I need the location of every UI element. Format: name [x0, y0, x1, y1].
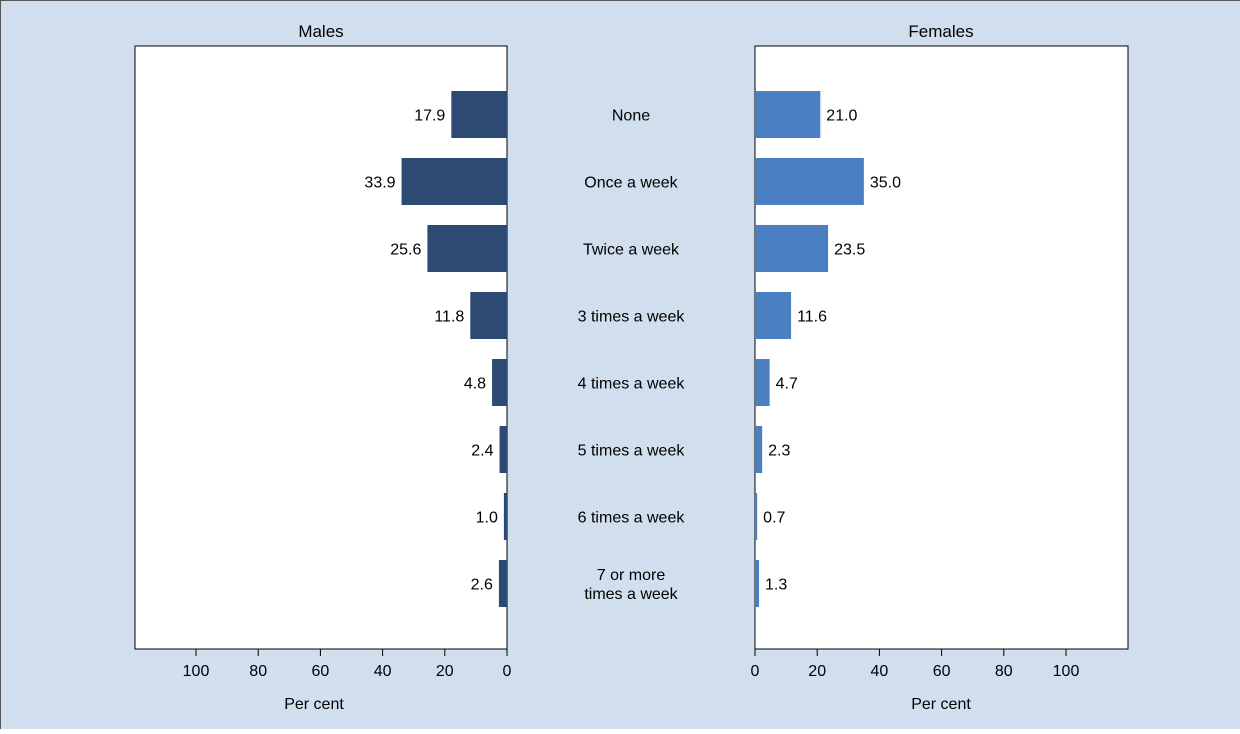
females-value-label-1: 35.0: [870, 175, 901, 192]
females-bar-0: [755, 91, 821, 138]
females-axis-title: Per cent: [911, 696, 971, 713]
females-tick-label-0: 0: [751, 663, 760, 680]
females-bar-2: [755, 225, 829, 272]
females-bar-1: [755, 158, 864, 205]
males-tick-label-3: 60: [312, 663, 330, 680]
category-label-6: 6 times a week: [578, 510, 686, 527]
females-value-label-6: 0.7: [763, 510, 785, 527]
males-value-label-5: 2.4: [471, 443, 493, 460]
males-value-label-4: 4.8: [464, 376, 486, 393]
females-value-label-3: 11.6: [797, 309, 827, 326]
males-tick-label-0: 0: [503, 663, 512, 680]
males-value-label-2: 25.6: [390, 242, 421, 259]
females-bar-5: [755, 426, 763, 473]
males-bar-4: [492, 359, 507, 406]
females-tick-label-1: 20: [808, 663, 826, 680]
males-value-label-6: 1.0: [476, 510, 498, 527]
females-value-label-5: 2.3: [768, 443, 790, 460]
females-tick-label-2: 40: [871, 663, 889, 680]
females-panel: [754, 45, 1129, 650]
category-label-3: 3 times a week: [578, 309, 686, 326]
females-value-label-7: 1.3: [765, 577, 787, 594]
females-value-label-0: 21.0: [826, 108, 857, 125]
males-tick-label-2: 40: [374, 663, 392, 680]
females-bar-3: [755, 292, 792, 339]
males-value-label-0: 17.9: [414, 108, 445, 125]
category-label-4: 4 times a week: [578, 376, 686, 393]
category-label-7-line-0: 7 or more: [597, 567, 666, 584]
males-bar-0: [451, 91, 507, 138]
males-value-label-7: 2.6: [471, 577, 493, 594]
males-panel: [134, 45, 508, 650]
females-tick-label-5: 100: [1053, 663, 1080, 680]
males-value-label-3: 11.8: [434, 309, 464, 326]
females-tick-label-4: 80: [995, 663, 1013, 680]
males-bar-5: [499, 426, 507, 473]
category-label-2: Twice a week: [583, 242, 680, 259]
males-bar-1: [401, 158, 507, 205]
females-value-label-2: 23.5: [834, 242, 865, 259]
category-label-5: 5 times a week: [578, 443, 686, 460]
females-value-label-4: 4.7: [776, 376, 798, 393]
males-tick-label-4: 80: [249, 663, 267, 680]
males-axis-title: Per cent: [284, 696, 344, 713]
category-label-1: Once a week: [584, 175, 678, 192]
males-value-label-1: 33.9: [364, 175, 395, 192]
females-bar-7: [755, 560, 760, 607]
males-bar-6: [503, 493, 507, 540]
females-tick-label-3: 60: [933, 663, 951, 680]
category-label-7-line-1: times a week: [584, 586, 678, 603]
males-bar-3: [470, 292, 507, 339]
category-label-0: None: [612, 108, 650, 125]
females-panel-title: Females: [908, 22, 973, 41]
males-tick-label-5: 100: [183, 663, 210, 680]
males-tick-label-1: 20: [436, 663, 454, 680]
chart-marks: 17.9 21.0 None 33.9 35.0 Once a week 25.6 23.5 T…: [183, 91, 1080, 680]
females-bar-4: [755, 359, 770, 406]
females-bar-6: [755, 493, 758, 540]
males-panel-title: Males: [298, 22, 343, 41]
males-bar-2: [427, 225, 507, 272]
males-bar-7: [498, 560, 507, 607]
